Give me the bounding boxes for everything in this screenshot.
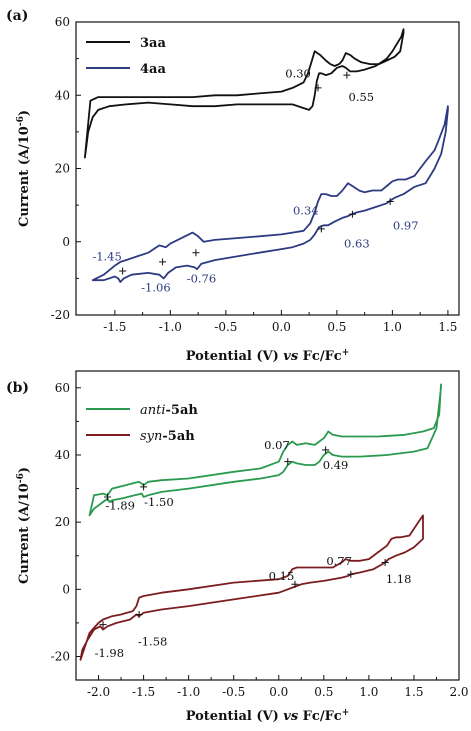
legend-label-italic: anti — [140, 403, 166, 418]
peak-marker — [140, 483, 148, 491]
x-tick-label: 1.5 — [438, 320, 457, 334]
x-tick-label: 1.5 — [404, 685, 423, 699]
x-axis-title-superscript: + — [342, 348, 350, 358]
y-tick-label: 40 — [55, 448, 70, 462]
legend-label-syn-5ah: syn-5ah — [140, 429, 195, 444]
x-tick-label: -1.5 — [132, 685, 155, 699]
peak-marker — [291, 580, 299, 588]
peak-marker — [99, 621, 107, 629]
peak-potential-label: 0.55 — [349, 90, 375, 104]
peak-marker — [322, 446, 330, 454]
series-line-3aa — [84, 28, 405, 159]
panel-a: -1.5 -1.0 -0.5 0.0 0.5 1.0 1.5 -20 0 20 40 60 0.30 0.… — [6, 8, 460, 364]
plot-frame — [75, 370, 460, 681]
peak-marker — [135, 611, 143, 619]
series-line-anti-5ah — [88, 383, 442, 517]
peak-marker — [381, 558, 389, 566]
x-tick-label: 0.0 — [269, 685, 288, 699]
x-axis-title-part: Potential (V) — [186, 349, 284, 364]
y-tick-label: 0 — [62, 582, 70, 596]
peak-marker — [348, 210, 356, 218]
y-tick-label: 60 — [55, 15, 70, 29]
x-axis-title: Potential (V) vs Fc/Fc+ — [186, 348, 350, 364]
y-tick-label: 60 — [55, 381, 70, 395]
peak-marker — [104, 493, 112, 501]
x-tick-label: 2.0 — [449, 685, 468, 699]
x-tick-label: 1.0 — [359, 685, 378, 699]
y-axis-title-part: Current (A/10 — [17, 126, 32, 227]
y-axis-title-superscript: -6 — [16, 473, 26, 483]
peak-potential-label: -1.98 — [95, 646, 125, 660]
legend-label-text: 3aa — [140, 36, 166, 51]
peak-potential-label: 0.97 — [393, 218, 419, 232]
x-tick-label: -1.5 — [103, 320, 126, 334]
x-tick-label: -1.0 — [159, 320, 182, 334]
x-tick-label: 1.0 — [383, 320, 402, 334]
peak-potential-label: 0.07 — [264, 438, 290, 452]
y-tick-label: -20 — [51, 308, 70, 322]
y-axis-title-superscript: -6 — [16, 116, 26, 126]
y-tick-label: 40 — [55, 88, 70, 102]
peak-potential-label: -1.50 — [144, 495, 174, 509]
y-tick-label: 20 — [55, 162, 70, 176]
x-tick-label: 0.5 — [327, 320, 346, 334]
y-tick-label: -20 — [51, 649, 70, 663]
peak-potential-label: 0.63 — [344, 237, 370, 251]
y-axis-title: Current (A/10-6) — [16, 110, 32, 227]
x-tick-label: -1.0 — [177, 685, 200, 699]
peak-marker — [159, 258, 167, 266]
peak-marker — [284, 458, 292, 466]
x-tick-label: 0.0 — [272, 320, 291, 334]
peak-potential-label: 0.15 — [269, 569, 295, 583]
peak-marker — [192, 249, 200, 257]
peak-marker — [119, 267, 127, 275]
legend-label-4aa: 4aa — [140, 62, 166, 77]
y-axis-title-part: ) — [17, 467, 32, 473]
legend-label-bold: -5ah — [162, 429, 195, 444]
peak-potential-label: 0.77 — [326, 554, 352, 568]
peak-potential-label: 0.49 — [323, 458, 349, 472]
peak-potential-label: -1.45 — [92, 249, 122, 263]
peak-potential-label: -0.76 — [187, 271, 217, 285]
peak-marker — [343, 71, 351, 79]
panel-b: -2.0 -1.5 -1.0 -0.5 0.0 0.5 1.0 1.5 2.0 -20 0 20 40 6… — [6, 370, 469, 724]
x-axis-title-part: Fc/Fc — [298, 709, 342, 724]
legend-label-3aa: 3aa — [140, 36, 166, 51]
peak-marker — [386, 197, 394, 205]
x-axis-title-part: Potential (V) — [186, 709, 284, 724]
legend-label-anti-5ah: anti-5ah — [140, 403, 198, 418]
peak-marker — [317, 225, 325, 233]
x-tick-label: 0.5 — [314, 685, 333, 699]
y-tick-label: 0 — [62, 235, 70, 249]
x-axis-title-vs: vs — [283, 349, 299, 364]
panel-label: (a) — [6, 8, 28, 24]
x-tick-label: -2.0 — [87, 685, 110, 699]
y-tick-label: 20 — [55, 515, 70, 529]
peak-marker — [347, 570, 355, 578]
x-axis-title-part: Fc/Fc — [298, 349, 342, 364]
peak-potential-label: 0.34 — [293, 204, 319, 218]
peak-potential-label: 1.18 — [386, 572, 412, 586]
x-tick-label: -0.5 — [214, 320, 237, 334]
peak-potential-label: -1.58 — [138, 634, 168, 648]
x-tick-label: -0.5 — [222, 685, 245, 699]
y-axis-title-part: Current (A/10 — [17, 483, 32, 584]
legend-label-text: 4aa — [140, 62, 166, 77]
legend-label-bold: -5ah — [166, 403, 199, 418]
legend-label-italic: syn — [140, 429, 162, 444]
peak-potential-label: -1.06 — [141, 281, 171, 295]
x-axis-title: Potential (V) vs Fc/Fc+ — [186, 708, 350, 724]
peak-potential-label: -1.89 — [105, 498, 135, 512]
panel-label: (b) — [6, 380, 29, 396]
y-axis-title: Current (A/10-6) — [16, 467, 32, 584]
peak-marker — [314, 84, 322, 92]
x-axis-title-superscript: + — [342, 708, 350, 718]
x-axis-title-vs: vs — [283, 709, 299, 724]
series-line-syn-5ah — [79, 514, 424, 661]
peak-potential-label: 0.30 — [285, 66, 311, 80]
y-axis-title-part: ) — [17, 110, 32, 116]
series-line-4aa — [91, 105, 449, 283]
